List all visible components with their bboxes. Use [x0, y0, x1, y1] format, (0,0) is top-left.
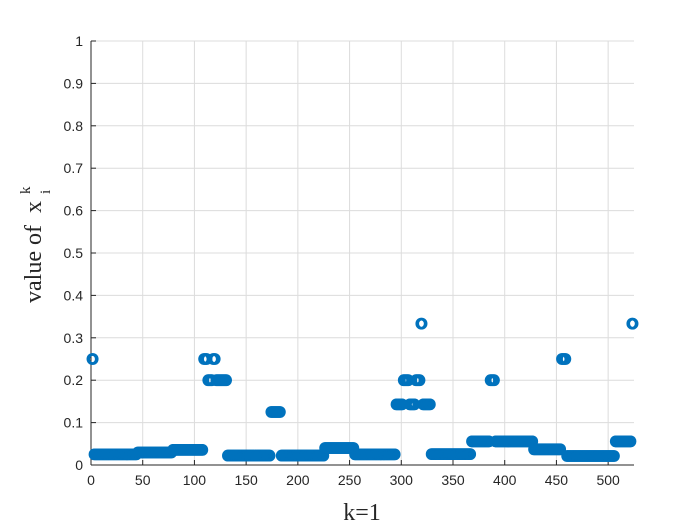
data-point [488, 374, 500, 387]
x-tick-label: 350 [441, 472, 465, 488]
x-tick-label: 250 [338, 472, 362, 488]
data-point [87, 353, 99, 365]
x-tick-labels: 0 50 100 150 200 250 300 350 400 450 500 [87, 472, 620, 488]
y-tick-label: 0.9 [64, 75, 84, 91]
data-point [209, 353, 221, 365]
x-axis-label: k=1 [343, 500, 381, 526]
data-point [424, 398, 436, 411]
y-axis-label-superscript: k [18, 186, 34, 194]
y-tick-label: 0.2 [64, 372, 84, 388]
y-tick-label: 0.4 [64, 287, 84, 303]
y-tick-label: 0 [75, 457, 83, 473]
x-tick-label: 500 [596, 472, 620, 488]
data-point [220, 374, 232, 387]
grid-lines [90, 40, 634, 466]
x-tick-label: 50 [135, 472, 151, 488]
y-axis-label: value of x k i [18, 186, 54, 303]
data-point [555, 443, 567, 456]
y-axis-label-subscript: i [38, 190, 54, 194]
x-tick-label: 200 [286, 472, 310, 488]
data-markers [86, 317, 639, 462]
x-tick-label: 0 [87, 472, 95, 488]
y-tick-label: 0.7 [64, 160, 84, 176]
data-point [274, 406, 286, 418]
data-point [414, 374, 426, 387]
data-point [197, 443, 209, 456]
data-point [389, 448, 401, 461]
svg-text:value of x: value of x [21, 201, 47, 303]
x-tick-label: 150 [234, 472, 258, 488]
y-tick-label: 0.5 [64, 245, 84, 261]
data-point [608, 450, 620, 462]
y-tick-label: 0.6 [64, 203, 84, 219]
x-tick-label: 450 [545, 472, 569, 488]
x-tick-label: 100 [183, 472, 207, 488]
data-point [625, 435, 637, 448]
y-tick-label: 0.3 [64, 330, 84, 346]
y-tick-label: 1 [75, 33, 83, 49]
x-tick-label: 400 [493, 472, 517, 488]
y-axis-label-var: x [21, 201, 47, 213]
y-axis-label-prefix: value of [21, 225, 47, 303]
data-point [416, 317, 428, 330]
x-tick-label: 300 [390, 472, 414, 488]
data-point [264, 449, 276, 462]
y-tick-label: 0.8 [64, 118, 84, 134]
y-tick-label: 0.1 [64, 415, 84, 431]
y-tick-labels: 0 0.1 0.2 0.3 0.4 0.5 0.6 0.7 0.8 0.9 1 [64, 33, 84, 473]
data-point [465, 448, 477, 461]
axes [90, 40, 634, 466]
data-point [627, 317, 639, 330]
data-point [560, 353, 572, 365]
